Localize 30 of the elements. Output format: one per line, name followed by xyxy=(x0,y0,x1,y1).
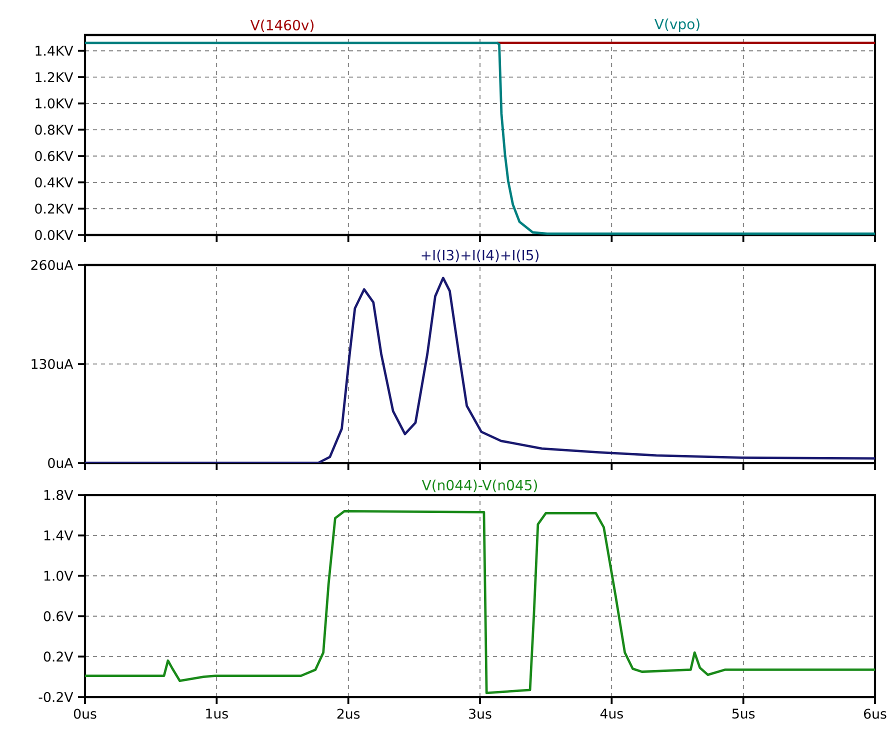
x-tick-label: 0us xyxy=(74,708,96,719)
x-tick-label: 2us xyxy=(337,708,360,719)
text: V(1460v) xyxy=(250,20,314,32)
y-tick-label: 1.0V xyxy=(44,570,74,581)
y-tick-label: 1.8V xyxy=(44,490,74,500)
y-tick-label: 0.2KV xyxy=(35,204,74,214)
line-series xyxy=(85,276,875,464)
y-tick-label: 1.0KV xyxy=(36,98,74,108)
y-tick-label: 1.2KV xyxy=(36,72,74,82)
y-tick-label: 0.4KV xyxy=(35,177,74,188)
y-tick-label: 0.6V xyxy=(44,611,74,622)
x-tick-label: 4us xyxy=(600,708,623,719)
y-tick-label: 0uA xyxy=(48,458,74,468)
series-label: +I(I3)+I(I4)+I(I5) xyxy=(422,250,539,262)
y-tick-label: 1.4V xyxy=(44,530,74,540)
y-tick-label: 130uA xyxy=(32,358,74,370)
y-tick-label: 0.8KV xyxy=(35,124,74,135)
y-tick-label: 1.4KV xyxy=(36,46,74,56)
y-tick-label: 0.6KV xyxy=(35,150,74,162)
text: V(vpo) xyxy=(654,18,700,32)
y-tick-label: 260uA xyxy=(31,260,74,270)
y-tick-label: 0.2V xyxy=(44,652,74,662)
x-tick-label: 5us xyxy=(732,708,755,719)
y-tick-label: 0.0KV xyxy=(35,230,74,240)
y-tick-label: -0.2V xyxy=(38,692,74,702)
line-series xyxy=(85,510,875,694)
x-tick-label: 3us xyxy=(469,708,492,719)
x-tick-label: 6us xyxy=(864,708,886,719)
series-label: V(n044)-V(n045) xyxy=(422,480,538,492)
x-tick-label: 1us xyxy=(206,708,228,719)
